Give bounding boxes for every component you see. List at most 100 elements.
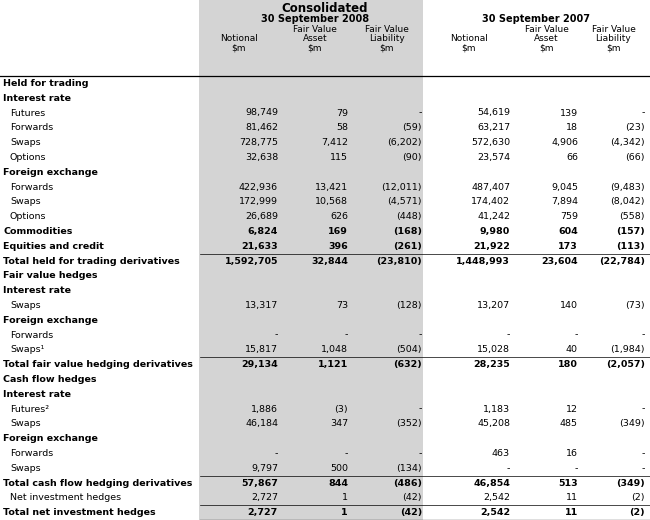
Text: 54,619: 54,619 bbox=[477, 109, 510, 118]
Text: 23,574: 23,574 bbox=[477, 153, 510, 162]
Text: 11: 11 bbox=[565, 508, 578, 517]
Text: 30 September 2007: 30 September 2007 bbox=[482, 14, 590, 24]
Text: 9,980: 9,980 bbox=[480, 227, 510, 236]
Text: (42): (42) bbox=[400, 508, 422, 517]
Text: 2,542: 2,542 bbox=[480, 508, 510, 517]
Text: 1: 1 bbox=[342, 493, 348, 502]
Text: 139: 139 bbox=[560, 109, 578, 118]
Text: Interest rate: Interest rate bbox=[3, 389, 71, 399]
Text: 174,402: 174,402 bbox=[471, 197, 510, 206]
Text: -: - bbox=[642, 405, 645, 413]
Text: Swaps: Swaps bbox=[10, 301, 40, 310]
Text: 32,638: 32,638 bbox=[245, 153, 278, 162]
Text: 15,817: 15,817 bbox=[245, 345, 278, 354]
Text: 57,867: 57,867 bbox=[241, 478, 278, 488]
Text: -: - bbox=[419, 449, 422, 458]
Text: Liability: Liability bbox=[595, 34, 631, 43]
Text: 81,462: 81,462 bbox=[245, 123, 278, 132]
Text: 2,727: 2,727 bbox=[251, 493, 278, 502]
Text: 32,844: 32,844 bbox=[311, 256, 348, 266]
Text: (632): (632) bbox=[393, 360, 422, 369]
Text: 844: 844 bbox=[328, 478, 348, 488]
Text: 500: 500 bbox=[330, 464, 348, 473]
Text: Fair Value: Fair Value bbox=[365, 25, 409, 34]
Text: 12: 12 bbox=[566, 405, 578, 413]
Text: 9,045: 9,045 bbox=[551, 183, 578, 191]
Text: Fair Value: Fair Value bbox=[293, 25, 337, 34]
Text: (448): (448) bbox=[396, 212, 422, 221]
Text: -: - bbox=[575, 464, 578, 473]
Text: Forwards: Forwards bbox=[10, 449, 53, 458]
Text: 180: 180 bbox=[558, 360, 578, 369]
Text: 66: 66 bbox=[566, 153, 578, 162]
Text: Notional: Notional bbox=[220, 34, 258, 43]
Text: Options: Options bbox=[10, 153, 47, 162]
Text: 347: 347 bbox=[330, 419, 348, 428]
Text: Fair Value: Fair Value bbox=[592, 25, 636, 34]
Text: 15,028: 15,028 bbox=[477, 345, 510, 354]
Text: 16: 16 bbox=[566, 449, 578, 458]
Text: 1: 1 bbox=[341, 508, 348, 517]
Text: 30 September 2008: 30 September 2008 bbox=[261, 14, 369, 24]
Text: (128): (128) bbox=[396, 301, 422, 310]
Text: (66): (66) bbox=[625, 153, 645, 162]
Text: Foreign exchange: Foreign exchange bbox=[3, 167, 98, 177]
Text: 29,134: 29,134 bbox=[241, 360, 278, 369]
Text: (3): (3) bbox=[334, 405, 348, 413]
Text: -: - bbox=[419, 109, 422, 118]
Text: Swaps: Swaps bbox=[10, 138, 40, 147]
Text: -: - bbox=[274, 331, 278, 340]
Text: $m: $m bbox=[380, 44, 395, 53]
Text: 4,906: 4,906 bbox=[551, 138, 578, 147]
Text: Fair value hedges: Fair value hedges bbox=[3, 271, 98, 280]
Text: Interest rate: Interest rate bbox=[3, 94, 71, 102]
Text: 41,242: 41,242 bbox=[477, 212, 510, 221]
Text: 172,999: 172,999 bbox=[239, 197, 278, 206]
Text: Options: Options bbox=[10, 212, 47, 221]
Text: 21,633: 21,633 bbox=[241, 242, 278, 251]
Text: -: - bbox=[642, 331, 645, 340]
Text: -: - bbox=[344, 331, 348, 340]
Text: Futures: Futures bbox=[10, 109, 46, 118]
Text: -: - bbox=[344, 449, 348, 458]
Text: Swaps: Swaps bbox=[10, 419, 40, 428]
Text: $m: $m bbox=[307, 44, 322, 53]
Text: $m: $m bbox=[540, 44, 554, 53]
Text: 10,568: 10,568 bbox=[315, 197, 348, 206]
Text: 7,412: 7,412 bbox=[321, 138, 348, 147]
Text: Swaps¹: Swaps¹ bbox=[10, 345, 44, 354]
Text: Net investment hedges: Net investment hedges bbox=[10, 493, 121, 502]
Text: (2): (2) bbox=[629, 508, 645, 517]
Text: (6,202): (6,202) bbox=[387, 138, 422, 147]
Text: 1,448,993: 1,448,993 bbox=[456, 256, 510, 266]
Text: 1,592,705: 1,592,705 bbox=[224, 256, 278, 266]
Text: 759: 759 bbox=[560, 212, 578, 221]
Text: Forwards: Forwards bbox=[10, 123, 53, 132]
Text: Asset: Asset bbox=[303, 34, 328, 43]
Text: (349): (349) bbox=[619, 419, 645, 428]
Text: Equities and credit: Equities and credit bbox=[3, 242, 104, 251]
Text: 63,217: 63,217 bbox=[477, 123, 510, 132]
Text: (8,042): (8,042) bbox=[610, 197, 645, 206]
Text: (168): (168) bbox=[393, 227, 422, 236]
Text: (113): (113) bbox=[616, 242, 645, 251]
Text: Commodities: Commodities bbox=[3, 227, 72, 236]
Text: (352): (352) bbox=[396, 419, 422, 428]
Text: (261): (261) bbox=[393, 242, 422, 251]
Text: (90): (90) bbox=[402, 153, 422, 162]
Text: (42): (42) bbox=[402, 493, 422, 502]
Text: Interest rate: Interest rate bbox=[3, 286, 71, 295]
Text: Swaps: Swaps bbox=[10, 464, 40, 473]
Text: 28,235: 28,235 bbox=[473, 360, 510, 369]
Text: -: - bbox=[642, 464, 645, 473]
Text: 46,184: 46,184 bbox=[245, 419, 278, 428]
Text: 45,208: 45,208 bbox=[477, 419, 510, 428]
Text: Futures²: Futures² bbox=[10, 405, 49, 413]
Text: Forwards: Forwards bbox=[10, 331, 53, 340]
Text: 1,048: 1,048 bbox=[321, 345, 348, 354]
Text: Total cash flow hedging derivatives: Total cash flow hedging derivatives bbox=[3, 478, 192, 488]
Text: Foreign exchange: Foreign exchange bbox=[3, 434, 98, 443]
Text: Liability: Liability bbox=[369, 34, 405, 43]
Text: 487,407: 487,407 bbox=[471, 183, 510, 191]
Text: 79: 79 bbox=[336, 109, 348, 118]
